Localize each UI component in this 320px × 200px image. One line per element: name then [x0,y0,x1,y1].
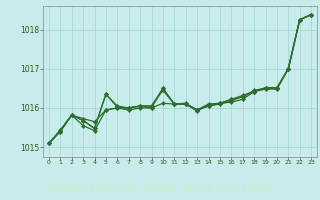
Text: Graphe pression niveau de la mer (hPa): Graphe pression niveau de la mer (hPa) [48,183,272,193]
